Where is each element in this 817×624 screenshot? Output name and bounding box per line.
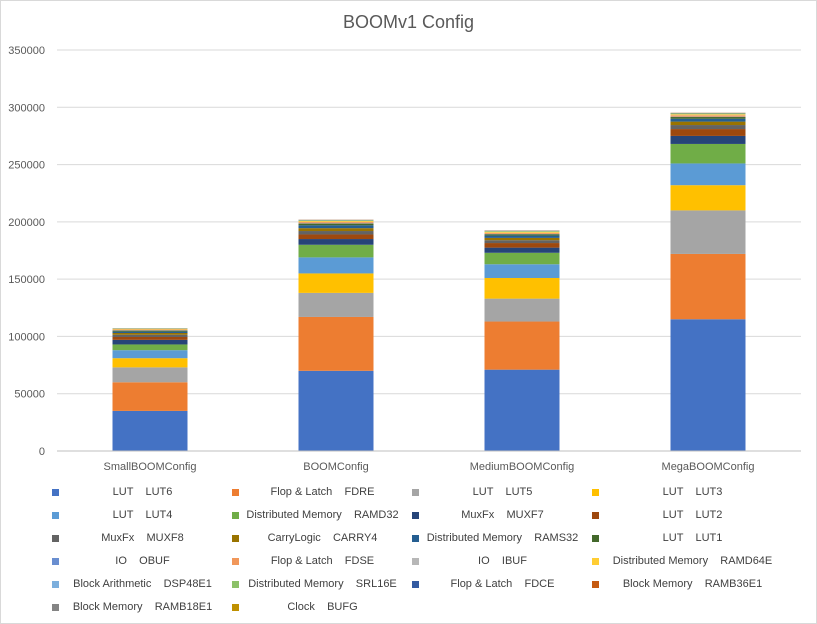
bar-segment xyxy=(484,240,560,244)
bar-segment xyxy=(112,329,188,331)
bar-segment xyxy=(484,252,560,265)
bar-segment xyxy=(670,129,746,136)
y-tick-label: 150000 xyxy=(8,274,45,286)
bar-segment xyxy=(484,231,560,233)
bar-segment xyxy=(484,298,560,322)
bar-segment xyxy=(298,273,374,293)
bar-segment xyxy=(112,358,188,368)
bar-segment xyxy=(112,367,188,383)
bar-segment xyxy=(670,143,746,164)
bar-segment xyxy=(484,230,560,232)
bar-segment xyxy=(670,319,746,451)
bar-segment xyxy=(298,222,374,224)
bar-segment xyxy=(298,257,374,274)
bar-segment xyxy=(112,344,188,351)
bar-segment xyxy=(112,410,188,451)
y-tick-label: 50000 xyxy=(14,389,45,401)
y-tick-label: 200000 xyxy=(8,217,45,229)
bar-segment xyxy=(298,239,374,245)
x-tick-label: MediumBOOMConfig xyxy=(470,461,575,473)
bar-segment xyxy=(112,350,188,359)
bar-segment xyxy=(670,121,746,126)
bar-segment xyxy=(670,114,746,116)
bar-segment xyxy=(670,125,746,130)
bar-segment xyxy=(112,328,188,330)
bar-segment xyxy=(670,185,746,211)
bar-segment xyxy=(112,382,188,411)
x-tick-label: SmallBOOMConfig xyxy=(104,461,197,473)
bar-segment xyxy=(112,339,188,345)
bar-segment xyxy=(670,118,746,122)
bar-segment xyxy=(298,292,374,317)
bar-segment xyxy=(112,330,188,332)
x-tick-label: MegaBOOMConfig xyxy=(662,461,755,473)
bar-segment xyxy=(670,117,746,119)
bar-segment xyxy=(298,225,374,229)
bar-segment xyxy=(298,234,374,240)
bar-segment xyxy=(670,210,746,254)
bar-segment xyxy=(298,220,374,221)
bar-segment xyxy=(112,332,188,335)
y-tick-label: 350000 xyxy=(8,45,45,57)
bar-segment xyxy=(484,243,560,248)
bar-segment xyxy=(484,277,560,299)
y-tick-label: 0 xyxy=(39,446,45,458)
bar-segment xyxy=(484,232,560,234)
x-tick-label: BOOMConfig xyxy=(303,461,368,473)
bar-segment xyxy=(298,231,374,235)
bar-segment xyxy=(670,135,746,144)
chart-title: BOOMv1 Config xyxy=(342,12,475,32)
bar-segment xyxy=(670,253,746,320)
bar-segment xyxy=(484,237,560,241)
bar-segment xyxy=(484,369,560,451)
bar-segment xyxy=(484,235,560,238)
bar-segment xyxy=(298,228,374,232)
bar-segment xyxy=(484,234,560,236)
bar-segment xyxy=(112,334,188,338)
bar-segment xyxy=(484,321,560,370)
bar-segment xyxy=(670,163,746,186)
y-tick-label: 100000 xyxy=(8,331,45,343)
bar-segment xyxy=(484,264,560,278)
bar-segment xyxy=(298,370,374,451)
bar-segment xyxy=(298,316,374,371)
bar-segment xyxy=(484,247,560,253)
bar-segment xyxy=(670,115,746,117)
y-tick-label: 300000 xyxy=(8,102,45,114)
bar-segment xyxy=(670,113,746,115)
bar-segment xyxy=(298,223,374,226)
bar-segment xyxy=(112,331,188,333)
bar-segment xyxy=(298,244,374,258)
bar-segment xyxy=(112,337,188,340)
bar-segment xyxy=(298,221,374,222)
y-tick-label: 250000 xyxy=(8,160,45,172)
